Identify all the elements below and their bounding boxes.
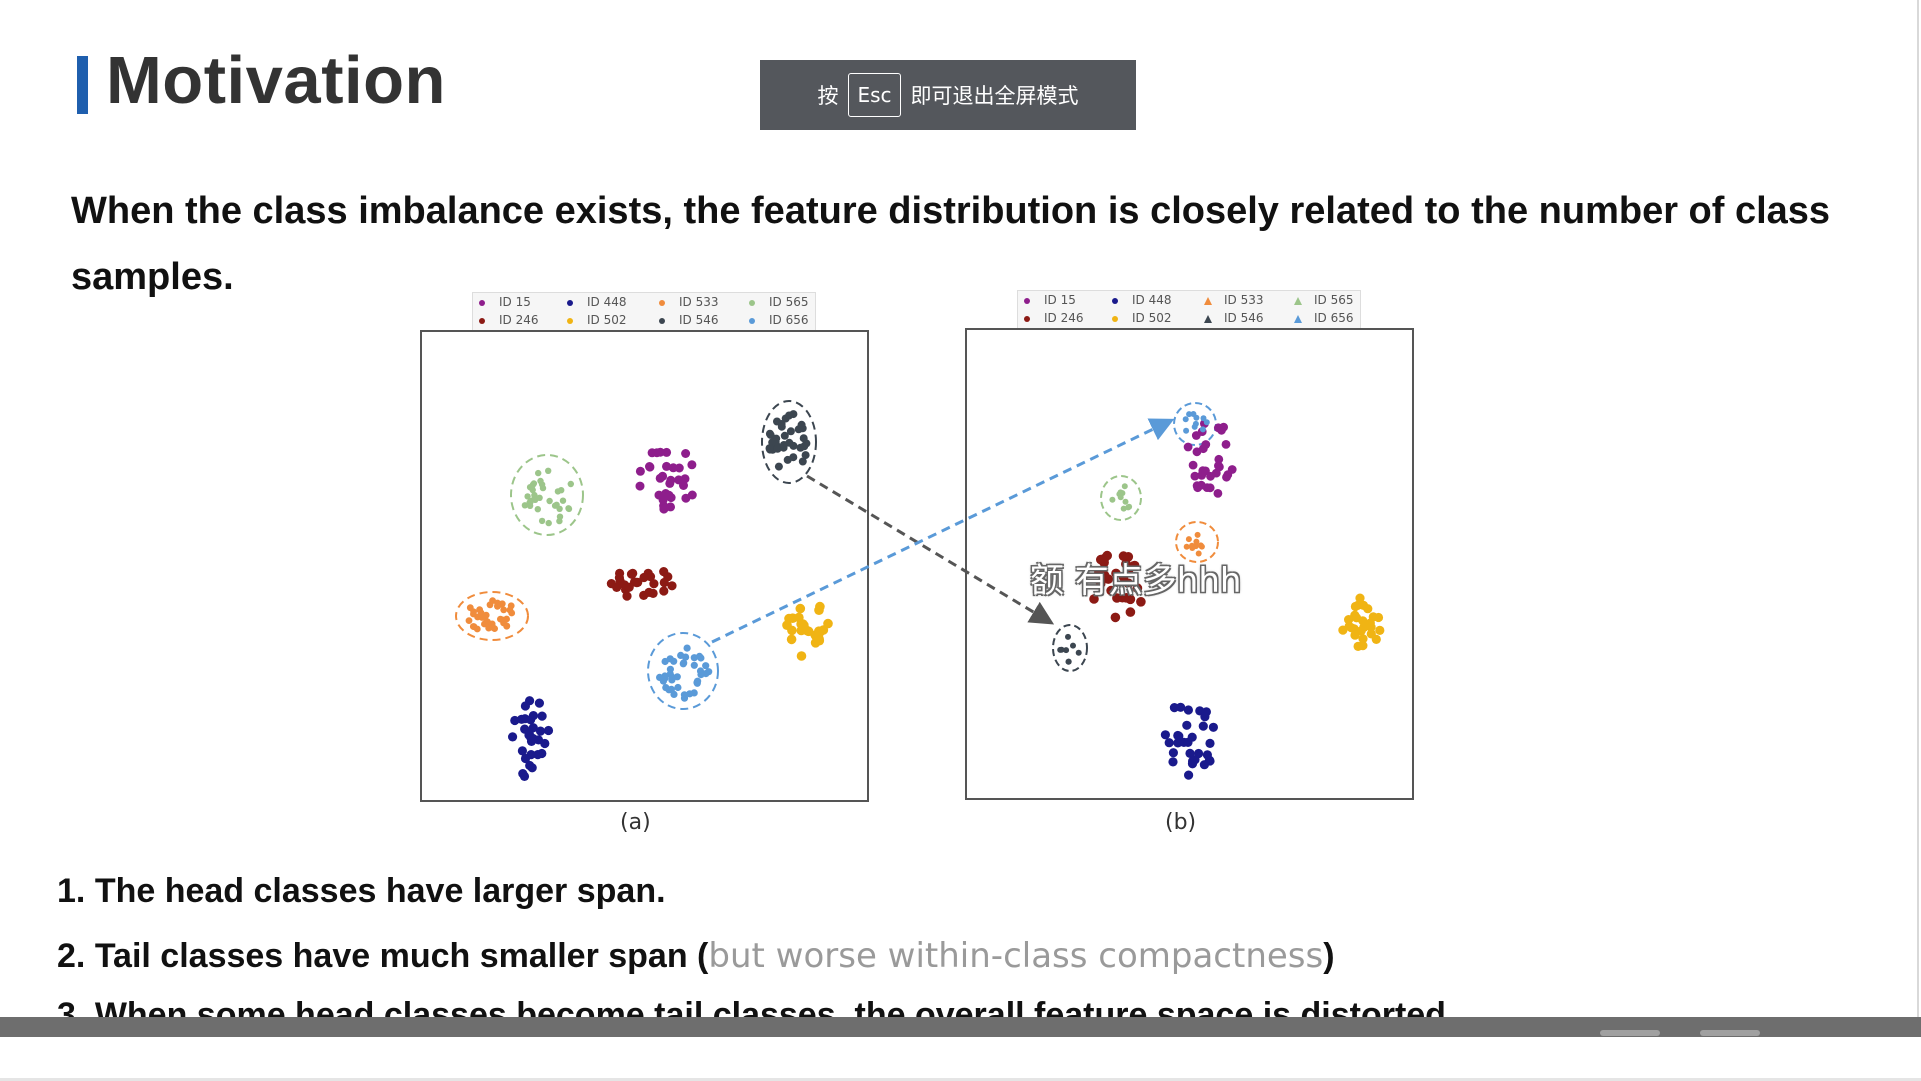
legend-item: ID 533	[659, 295, 719, 309]
legend-dot-icon	[659, 299, 665, 306]
legend-item: ID 656	[749, 313, 809, 327]
legend-item: ID 246	[1024, 311, 1084, 325]
legend-dot-icon	[659, 317, 665, 324]
panel-a-frame	[420, 330, 869, 802]
legend-dot-icon	[1024, 315, 1030, 322]
panel-a-caption: (a)	[620, 810, 651, 835]
legend-item: ID 502	[567, 313, 627, 327]
toast-suffix: 即可退出全屏模式	[910, 84, 1079, 108]
legend-dot-icon	[1112, 297, 1118, 304]
esc-key-icon: Esc	[848, 73, 901, 117]
title-accent-bar	[77, 56, 88, 114]
legend-dot-icon	[479, 299, 485, 306]
player-control-bar[interactable]	[0, 1017, 1921, 1037]
point-1: 1. The head classes have larger span.	[57, 872, 666, 910]
player-control-pill[interactable]	[1700, 1030, 1760, 1036]
legend-panel-a: ID 15 ID 448 ID 533 ID 565 ID 246 ID 502…	[472, 292, 816, 332]
legend-item: ID 448	[567, 295, 627, 309]
panel-b-caption: (b)	[1165, 810, 1197, 835]
legend-item: ID 546	[1204, 311, 1264, 325]
fullscreen-exit-toast: 按 Esc 即可退出全屏模式	[760, 60, 1136, 130]
legend-item: ID 656	[1294, 311, 1354, 325]
toast-prefix: 按	[817, 84, 839, 108]
player-control-pill[interactable]	[1600, 1030, 1660, 1036]
legend-item: ID 15	[479, 295, 531, 309]
legend-triangle-icon	[1294, 296, 1302, 305]
legend-dot-icon	[749, 317, 755, 324]
legend-item: ID 246	[479, 313, 539, 327]
legend-item: ID 533	[1204, 293, 1264, 307]
legend-triangle-icon	[1204, 314, 1212, 323]
legend-triangle-icon	[1294, 314, 1302, 323]
point-2: 2. Tail classes have much smaller span (…	[57, 936, 1335, 976]
intro-text: When the class imbalance exists, the fea…	[71, 190, 1831, 298]
legend-triangle-icon	[1204, 296, 1212, 305]
legend-dot-icon	[749, 299, 755, 306]
legend-item: ID 448	[1112, 293, 1172, 307]
legend-item: ID 565	[1294, 293, 1354, 307]
legend-panel-b: ID 15 ID 448 ID 533 ID 565 ID 246 ID 502…	[1017, 290, 1361, 330]
legend-dot-icon	[1024, 297, 1030, 304]
legend-dot-icon	[1112, 315, 1118, 322]
legend-dot-icon	[479, 317, 485, 324]
slide-edge	[1917, 0, 1919, 1030]
slide-title: Motivation	[106, 43, 446, 118]
legend-item: ID 502	[1112, 311, 1172, 325]
legend-dot-icon	[567, 299, 573, 306]
legend-item: ID 15	[1024, 293, 1076, 307]
subtitle-overlay: 额 有点多hhh	[1030, 561, 1242, 601]
legend-item: ID 565	[749, 295, 809, 309]
bottom-edge	[0, 1078, 1921, 1081]
legend-dot-icon	[567, 317, 573, 324]
legend-item: ID 546	[659, 313, 719, 327]
